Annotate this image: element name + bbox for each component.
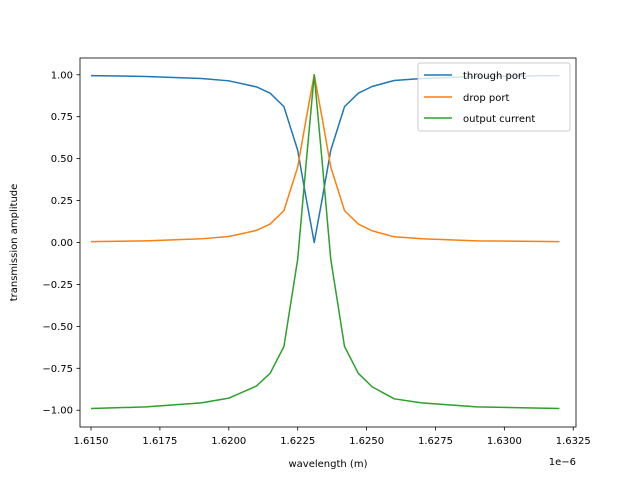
series-line-output-current [90, 74, 560, 410]
x-axis-offset-label: 1e−6 [549, 457, 576, 468]
x-tick-label: 1.6200 [211, 436, 246, 447]
x-axis-label: wavelength (m) [289, 459, 368, 470]
y-tick-label: −1.00 [42, 406, 73, 417]
x-tick-label: 1.6175 [142, 436, 177, 447]
plot-lines [90, 74, 560, 410]
y-tick-label: −0.75 [42, 364, 73, 375]
x-tick-label: 1.6150 [74, 436, 109, 447]
legend-entry-through-port: through port [424, 71, 526, 82]
y-tick-label: −0.25 [42, 280, 73, 291]
y-tick-label: 0.25 [51, 196, 73, 207]
legend-box [417, 62, 571, 132]
y-tick-label: 0.50 [51, 154, 73, 165]
x-tick-label: 1.6300 [487, 436, 522, 447]
y-tick-label: 1.00 [51, 70, 73, 81]
x-tick-label: 1.6250 [349, 436, 384, 447]
x-tick-label: 1.6225 [280, 436, 315, 447]
legend-label-through-port: through port [463, 71, 526, 82]
x-tick-label: 1.6325 [556, 436, 591, 447]
y-tick-label: 0.00 [51, 238, 73, 249]
x-tick-label: 1.6275 [418, 436, 453, 447]
y-axis-ticks: −1.00 −0.75 −0.50 −0.25 0.00 0.25 0.50 0.75 1.00 [42, 70, 80, 417]
y-axis-label: transmission amplitude [9, 184, 20, 302]
x-axis-ticks: 1.6150 1.6175 1.6200 1.6225 1.6250 1.6275 1.63… [74, 427, 591, 447]
legend-entry-output-current: output current [424, 114, 535, 125]
legend-entry-drop-port: drop port [424, 93, 509, 104]
y-tick-label: 0.75 [51, 112, 73, 123]
series-line-through-port [91, 74, 560, 244]
legend: through port drop port output current [417, 62, 571, 132]
legend-label-output-current: output current [463, 114, 535, 125]
legend-label-drop-port: drop port [463, 93, 509, 104]
y-tick-label: −0.50 [42, 322, 73, 333]
